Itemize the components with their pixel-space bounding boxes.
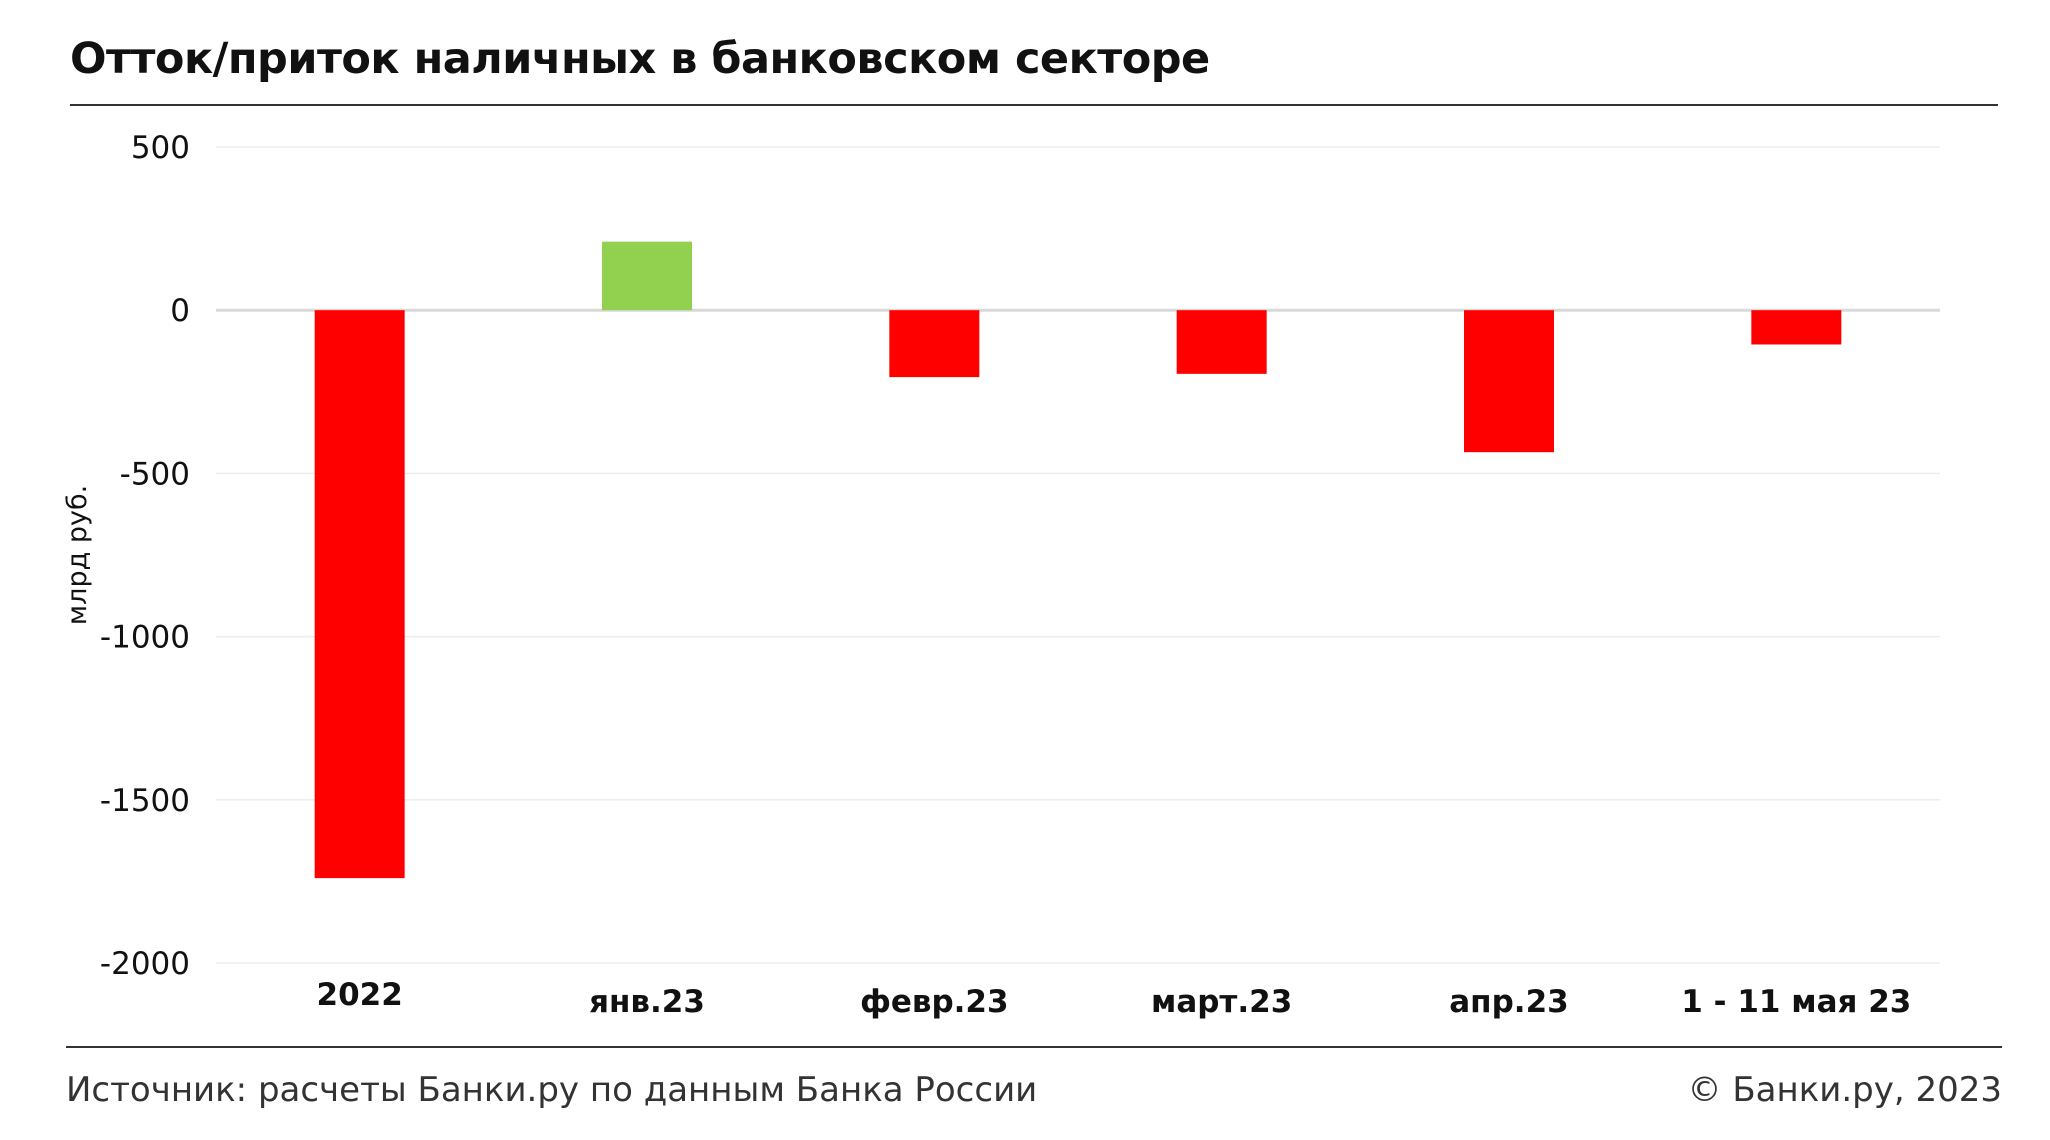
bar-0	[314, 310, 405, 879]
y-tick-label: -1500	[100, 783, 190, 819]
x-tick-label: апр.23	[1449, 984, 1568, 1020]
source-note: Источник: расчеты Банки.ру по данным Бан…	[66, 1070, 1038, 1110]
y-tick-labels: 500 0 -500 -1000 -1500 -2000	[100, 130, 190, 982]
bar-3	[1176, 310, 1267, 374]
bar-4	[1464, 310, 1554, 453]
grid-layer	[216, 146, 1940, 964]
y-tick-label: 500	[131, 130, 190, 166]
y-tick-label: -1000	[100, 620, 190, 656]
chart-title: Отток/приток наличных в банковском секто…	[70, 34, 1210, 84]
bar-1	[602, 241, 692, 311]
bar-5	[1751, 310, 1842, 345]
y-axis-label: млрд руб.	[62, 485, 93, 625]
y-tick-label: -500	[120, 456, 190, 492]
x-tick-label: 1 - 11 мая 23	[1681, 984, 1911, 1020]
bars	[314, 241, 1842, 879]
x-tick-label: март.23	[1151, 984, 1292, 1020]
title-divider	[70, 104, 1998, 106]
x-tick-label: янв.23	[589, 984, 705, 1020]
y-tick-label: -2000	[100, 946, 190, 982]
x-tick-labels: 2022 янв.23 февр.23 март.23 апр.23 1 - 11 мая…	[317, 977, 1912, 1020]
x-tick-label: февр.23	[860, 984, 1009, 1020]
x-tick-label: 2022	[317, 977, 403, 1013]
copyright-note: © Банки.ру, 2023	[1687, 1070, 2002, 1110]
y-tick-label: 0	[170, 293, 190, 329]
footer-divider	[66, 1046, 2002, 1048]
bar-2	[889, 310, 980, 378]
